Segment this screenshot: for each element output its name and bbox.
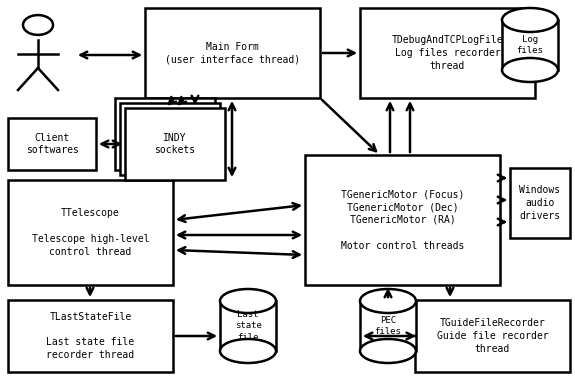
Text: TDebugAndTCPLogFile
Log files recorder
thread: TDebugAndTCPLogFile Log files recorder t… (392, 35, 503, 71)
Circle shape (23, 15, 53, 35)
FancyBboxPatch shape (115, 98, 215, 170)
FancyBboxPatch shape (120, 103, 220, 175)
FancyBboxPatch shape (8, 180, 173, 285)
FancyBboxPatch shape (8, 300, 173, 372)
FancyBboxPatch shape (305, 155, 500, 285)
Text: TTelescope

Telescope high-level
control thread: TTelescope Telescope high-level control … (32, 208, 150, 257)
FancyBboxPatch shape (220, 301, 276, 351)
FancyBboxPatch shape (8, 118, 96, 170)
Text: Main Form
(user interface thread): Main Form (user interface thread) (165, 41, 300, 64)
Ellipse shape (360, 289, 416, 313)
Text: Last
state
file: Last state file (235, 310, 262, 342)
Text: INDY
sockets: INDY sockets (155, 133, 196, 155)
FancyBboxPatch shape (502, 20, 558, 70)
Text: Client
softwares: Client softwares (25, 133, 78, 155)
Ellipse shape (220, 339, 276, 363)
FancyBboxPatch shape (415, 300, 570, 372)
FancyBboxPatch shape (125, 108, 225, 180)
FancyBboxPatch shape (145, 8, 320, 98)
Ellipse shape (502, 8, 558, 32)
Ellipse shape (360, 339, 416, 363)
Ellipse shape (502, 58, 558, 82)
FancyBboxPatch shape (360, 8, 535, 98)
FancyBboxPatch shape (360, 301, 416, 351)
Text: Log
files: Log files (516, 35, 543, 55)
Text: TLastStateFile

Last state file
recorder thread: TLastStateFile Last state file recorder … (47, 312, 135, 360)
Ellipse shape (220, 289, 276, 313)
Text: TGenericMotor (Focus)
TGenericMotor (Dec)
TGenericMotor (RA)

Motor control thre: TGenericMotor (Focus) TGenericMotor (Dec… (341, 189, 464, 250)
Text: TGuideFileRecorder
Guide file recorder
thread: TGuideFileRecorder Guide file recorder t… (436, 318, 549, 354)
Text: Windows
audio
drivers: Windows audio drivers (519, 185, 561, 221)
Text: PEC
files: PEC files (374, 316, 401, 336)
FancyBboxPatch shape (510, 168, 570, 238)
